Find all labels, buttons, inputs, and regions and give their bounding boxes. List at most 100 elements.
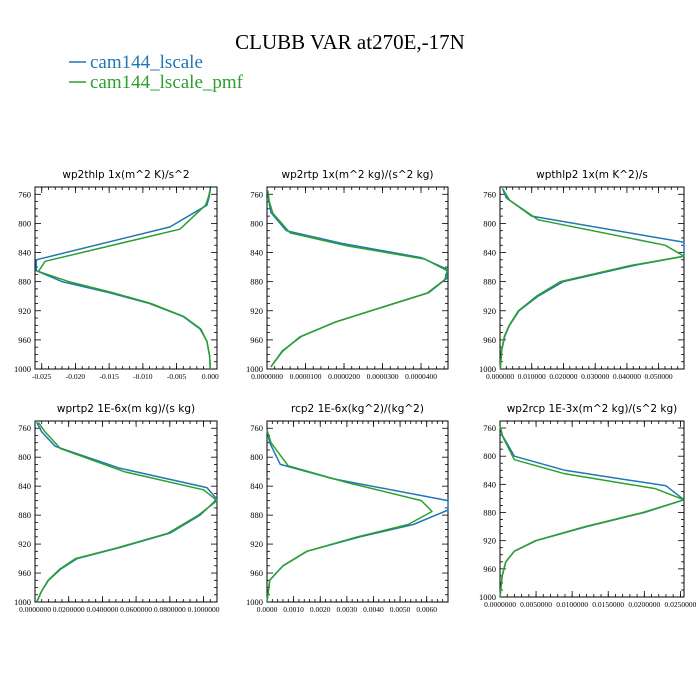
y-tick-label: 880 xyxy=(250,510,263,520)
panel-3: wpthlp2 1x(m K^2)/s 760 800 840 880 920 960 100… xyxy=(479,169,685,381)
x-tick-label: 0.0000400 xyxy=(405,372,437,381)
legend-label-lscale-pmf: cam144_lscale_pmf xyxy=(90,72,244,93)
series-line-lscale-pmf xyxy=(36,421,218,603)
series-line-lscale xyxy=(266,429,449,603)
panel-frame xyxy=(266,420,449,603)
x-tick-label: -0.005 xyxy=(167,372,187,381)
y-tick-label: 960 xyxy=(18,335,31,345)
series-line-lscale-pmf xyxy=(266,429,433,603)
x-tick-label: 0.010000 xyxy=(518,372,546,381)
series-line-lscale-pmf xyxy=(37,189,212,370)
x-tick-label: -0.020 xyxy=(66,372,86,381)
figure-title: CLUBB VAR at270E,-17N xyxy=(235,30,465,54)
legend: cam144_lscale cam144_lscale_pmf xyxy=(69,52,244,93)
y-tick-label: 960 xyxy=(18,568,31,578)
x-tick-label: 0.0000 xyxy=(257,605,278,614)
panel-frame xyxy=(266,186,449,370)
y-tick-label: 800 xyxy=(18,218,31,228)
y-tick-label: 920 xyxy=(250,306,263,316)
x-tick-label: 0.0200000 xyxy=(628,600,660,609)
panel-frame xyxy=(34,186,218,370)
y-tick-label: 880 xyxy=(483,508,496,518)
x-tick-label: 0.0060 xyxy=(416,605,437,614)
x-tick-label: 0.000000 xyxy=(486,372,514,381)
y-tick-label: 880 xyxy=(483,277,496,287)
y-tick-label: 760 xyxy=(250,423,263,433)
panel-2: wp2rtp 1x(m^2 kg)/(s^2 kg) 760 800 840 880 92… xyxy=(246,169,449,381)
y-tick-label: 760 xyxy=(483,189,496,199)
x-tick-label: 0.0600000 xyxy=(120,605,152,614)
series-line-lscale xyxy=(499,425,685,598)
panel-title: wp2rcp 1E-3x(m^2 kg)/(s^2 kg) xyxy=(507,403,678,415)
y-tick-label: 760 xyxy=(250,189,263,199)
y-tick-label: 1000 xyxy=(14,597,31,607)
x-tick-label: 0.0800000 xyxy=(154,605,186,614)
x-tick-label: 0.040000 xyxy=(613,372,641,381)
y-tick-label: 800 xyxy=(250,218,263,228)
x-tick-label: 0.0000200 xyxy=(328,372,360,381)
y-tick-label: 880 xyxy=(18,510,31,520)
y-tick-label: 760 xyxy=(18,423,31,433)
y-tick-label: 800 xyxy=(18,452,31,462)
panel-frame xyxy=(34,420,218,603)
y-tick-label: 920 xyxy=(18,306,31,316)
x-tick-label: 0.0050000 xyxy=(520,600,552,609)
y-tick-label: 840 xyxy=(250,481,263,491)
panel-title: wprtp2 1E-6x(m kg)/(s kg) xyxy=(57,403,195,415)
x-tick-label: 0.0010 xyxy=(283,605,304,614)
x-tick-label: 0.0200000 xyxy=(53,605,85,614)
panel-frame xyxy=(499,420,685,598)
x-tick-label: 0.0400000 xyxy=(86,605,118,614)
panel-5: rcp2 1E-6x(kg^2)/(kg^2) 760 800 840 880 920 96… xyxy=(246,403,449,614)
legend-label-lscale: cam144_lscale xyxy=(90,52,203,73)
y-tick-label: 880 xyxy=(250,277,263,287)
x-tick-label: 0.0040 xyxy=(363,605,384,614)
y-tick-label: 880 xyxy=(18,277,31,287)
series-line-lscale-pmf xyxy=(499,425,685,598)
panel-title: wpthlp2 1x(m K^2)/s xyxy=(536,169,648,181)
x-tick-label: 0.0000300 xyxy=(367,372,399,381)
x-tick-label: 0.1000000 xyxy=(188,605,220,614)
x-tick-label: 0.0250000 xyxy=(664,600,696,609)
panel-1: wp2thlp 1x(m^2 K)/s^2 760 800 840 880 920 960 1… xyxy=(14,169,219,381)
y-tick-label: 1000 xyxy=(14,364,31,374)
y-tick-label: 960 xyxy=(250,568,263,578)
series-line-lscale-pmf xyxy=(267,190,448,368)
y-tick-label: 960 xyxy=(250,335,263,345)
y-tick-label: 800 xyxy=(483,218,496,228)
y-tick-label: 920 xyxy=(18,539,31,549)
panel-frame xyxy=(499,186,685,370)
panel-title: wp2rtp 1x(m^2 kg)/(s^2 kg) xyxy=(281,169,433,181)
y-tick-label: 960 xyxy=(483,564,496,574)
panel-grid: wp2thlp 1x(m^2 K)/s^2 760 800 840 880 920 960 1… xyxy=(14,169,697,614)
y-tick-label: 840 xyxy=(483,248,496,258)
x-tick-label: 0.0050 xyxy=(390,605,411,614)
y-tick-label: 840 xyxy=(18,248,31,258)
y-tick-label: 760 xyxy=(483,423,496,433)
y-tick-label: 920 xyxy=(483,306,496,316)
y-tick-label: 920 xyxy=(250,539,263,549)
y-tick-label: 800 xyxy=(483,451,496,461)
y-tick-label: 840 xyxy=(18,481,31,491)
y-tick-label: 1000 xyxy=(479,364,496,374)
y-tick-label: 760 xyxy=(18,189,31,199)
panel-title: rcp2 1E-6x(kg^2)/(kg^2) xyxy=(291,403,424,415)
x-tick-label: 0.0150000 xyxy=(592,600,624,609)
x-tick-label: 0.000 xyxy=(202,372,219,381)
x-tick-label: -0.010 xyxy=(133,372,153,381)
x-tick-label: 0.020000 xyxy=(549,372,577,381)
x-tick-label: -0.025 xyxy=(32,372,52,381)
y-tick-label: 1000 xyxy=(479,592,496,602)
x-tick-label: 0.030000 xyxy=(581,372,609,381)
panel-6: wp2rcp 1E-3x(m^2 kg)/(s^2 kg) 760 800 840 88… xyxy=(479,403,697,609)
x-tick-label: 0.0030 xyxy=(337,605,358,614)
y-tick-label: 960 xyxy=(483,335,496,345)
y-tick-label: 840 xyxy=(250,248,263,258)
x-tick-label: 0.0000000 xyxy=(484,600,516,609)
panel-4: wprtp2 1E-6x(m kg)/(s kg) 760 800 840 880 920… xyxy=(14,403,220,614)
y-tick-label: 1000 xyxy=(246,364,263,374)
x-tick-label: 0.0000000 xyxy=(19,605,51,614)
y-tick-label: 920 xyxy=(483,536,496,546)
y-tick-label: 840 xyxy=(483,479,496,489)
